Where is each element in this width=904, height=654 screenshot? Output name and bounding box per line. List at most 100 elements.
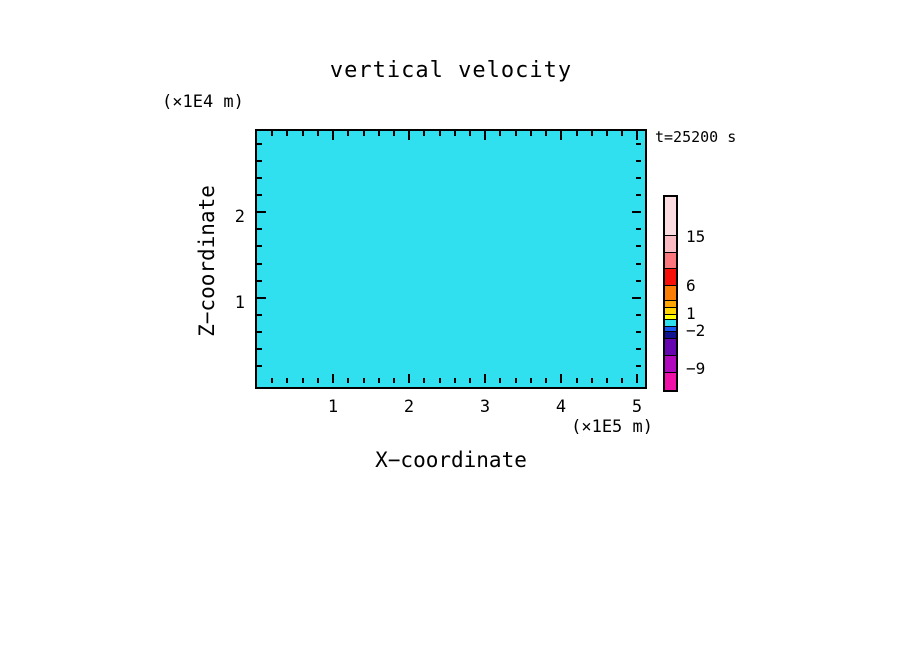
z-minor-tick — [257, 365, 262, 367]
x-axis-title: X−coordinate — [375, 448, 527, 472]
colorbar-label: −2 — [686, 321, 706, 340]
x-minor-tick — [363, 131, 365, 136]
time-annotation: t=25200 s — [655, 128, 737, 146]
colorbar-segment — [665, 197, 676, 236]
z-major-tick — [257, 297, 266, 299]
x-minor-tick — [423, 378, 425, 383]
x-minor-tick — [530, 378, 532, 383]
z-minor-tick — [257, 280, 262, 282]
x-minor-tick — [454, 131, 456, 136]
x-tick-label: 5 — [631, 397, 643, 417]
x-tick-label: 3 — [479, 397, 491, 417]
z-minor-tick — [636, 314, 641, 316]
z-minor-tick — [636, 280, 641, 282]
x-minor-tick — [393, 378, 395, 383]
colorbar-segment — [665, 325, 676, 332]
x-minor-tick — [591, 131, 593, 136]
chart-title: vertical velocity — [329, 58, 573, 83]
z-tick-label: 2 — [234, 207, 245, 227]
x-minor-tick — [347, 131, 349, 136]
y-axis-title: Z−coordinate — [195, 185, 219, 337]
colorbar-label: −9 — [686, 359, 706, 378]
x-minor-tick — [499, 378, 501, 383]
z-minor-tick — [257, 194, 262, 196]
x-minor-tick — [591, 378, 593, 383]
x-major-tick — [408, 374, 410, 383]
x-major-tick — [332, 131, 334, 140]
x-minor-tick — [499, 131, 501, 136]
z-minor-tick — [636, 331, 641, 333]
z-minor-tick — [257, 331, 262, 333]
z-minor-tick — [257, 160, 262, 162]
x-minor-tick — [606, 131, 608, 136]
colorbar-segment — [665, 319, 676, 326]
z-minor-tick — [636, 348, 641, 350]
x-major-tick — [332, 374, 334, 383]
x-tick-label: 1 — [327, 397, 339, 417]
x-minor-tick — [423, 131, 425, 136]
x-tick-label: 4 — [555, 397, 567, 417]
colorbar-segment — [665, 307, 676, 314]
z-minor-tick — [257, 314, 262, 316]
z-major-tick — [632, 211, 641, 213]
z-minor-tick — [636, 160, 641, 162]
z-major-tick — [257, 211, 266, 213]
colorbar-segment — [665, 235, 676, 252]
y-axis-unit-label: (×1E4 m) — [162, 92, 244, 112]
z-minor-tick — [636, 245, 641, 247]
z-minor-tick — [636, 365, 641, 367]
x-major-tick — [636, 131, 638, 140]
z-tick-label: 1 — [234, 293, 245, 313]
colorbar-segment — [665, 337, 676, 356]
x-minor-tick — [363, 378, 365, 383]
x-minor-tick — [317, 378, 319, 383]
z-minor-tick — [257, 263, 262, 265]
z-minor-tick — [636, 143, 641, 145]
x-minor-tick — [347, 378, 349, 383]
colorbar-segment — [665, 371, 676, 390]
x-minor-tick — [393, 131, 395, 136]
z-minor-tick — [257, 228, 262, 230]
x-minor-tick — [621, 131, 623, 136]
x-minor-tick — [378, 131, 380, 136]
z-major-tick — [632, 297, 641, 299]
x-minor-tick — [302, 131, 304, 136]
x-minor-tick — [317, 131, 319, 136]
x-minor-tick — [469, 131, 471, 136]
colorbar-segment — [665, 313, 676, 320]
x-minor-tick — [606, 378, 608, 383]
x-minor-tick — [439, 131, 441, 136]
x-minor-tick — [576, 378, 578, 383]
colorbar — [663, 195, 678, 392]
colorbar-segment — [665, 355, 676, 372]
x-tick-label: 2 — [403, 397, 415, 417]
vertical-velocity-field-canvas — [257, 131, 645, 387]
z-minor-tick — [257, 143, 262, 145]
z-minor-tick — [636, 177, 641, 179]
x-minor-tick — [515, 131, 517, 136]
x-minor-tick — [286, 131, 288, 136]
z-minor-tick — [257, 245, 262, 247]
x-minor-tick — [302, 378, 304, 383]
z-minor-tick — [636, 228, 641, 230]
colorbar-segment — [665, 299, 676, 308]
x-minor-tick — [271, 131, 273, 136]
x-axis-unit-label: (×1E5 m) — [571, 417, 653, 437]
x-minor-tick — [515, 378, 517, 383]
x-major-tick — [408, 131, 410, 140]
x-major-tick — [560, 131, 562, 140]
x-minor-tick — [378, 378, 380, 383]
x-minor-tick — [621, 378, 623, 383]
x-minor-tick — [271, 378, 273, 383]
colorbar-segment — [665, 251, 676, 269]
colorbar-segment — [665, 268, 676, 285]
z-minor-tick — [636, 263, 641, 265]
colorbar-label: 15 — [686, 227, 706, 246]
z-minor-tick — [257, 348, 262, 350]
colorbar-label: 1 — [686, 304, 696, 323]
x-minor-tick — [439, 378, 441, 383]
colorbar-segment — [665, 284, 676, 300]
x-minor-tick — [469, 378, 471, 383]
heatmap-plot-area — [255, 129, 647, 389]
x-major-tick — [484, 131, 486, 140]
